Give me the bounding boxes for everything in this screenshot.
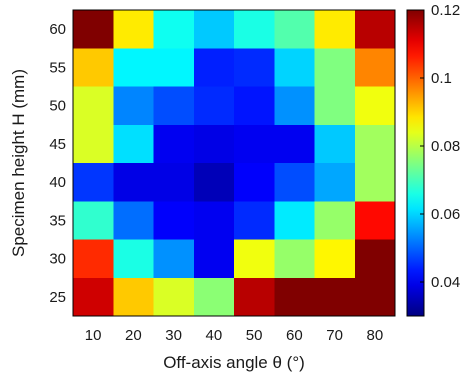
heatmap-cell xyxy=(193,48,235,87)
heatmap-cell xyxy=(234,239,275,279)
heatmap-cell xyxy=(113,201,154,240)
y-tick-label: 60 xyxy=(49,21,66,38)
heatmap-cell xyxy=(354,86,396,126)
colorbar-tick-label: 0.1 xyxy=(431,70,452,87)
heatmap-cell xyxy=(193,86,235,126)
heatmap-cell xyxy=(354,10,396,49)
heatmap-cell xyxy=(73,124,114,164)
y-axis-ticks: 25 30 35 40 45 50 55 60 xyxy=(49,21,66,306)
y-tick-label: 40 xyxy=(49,174,66,191)
y-axis-label: Specimen height H (mm) xyxy=(9,69,28,257)
heatmap-cell xyxy=(73,239,114,279)
heatmap-cell xyxy=(193,239,235,279)
heatmap-cell xyxy=(73,277,114,317)
heatmap-cell xyxy=(274,124,315,164)
heatmap-cell xyxy=(153,201,195,240)
heatmap-cell xyxy=(354,201,396,240)
x-tick-label: 50 xyxy=(246,327,263,344)
heatmap-cell xyxy=(113,10,154,49)
x-tick-label: 80 xyxy=(367,327,384,344)
heatmap-cell xyxy=(314,163,356,202)
heatmap-cell xyxy=(73,163,114,202)
heatmap-cell xyxy=(274,10,315,49)
heatmap-cell xyxy=(314,48,356,87)
heatmap-cell xyxy=(274,277,315,317)
heatmap-cell xyxy=(314,124,356,164)
heatmap-cell xyxy=(113,48,154,87)
heatmap-cell xyxy=(354,163,396,202)
heatmap-cell xyxy=(73,48,114,87)
colorbar-tick-label: 0.04 xyxy=(431,274,460,291)
heatmap-cell xyxy=(234,124,275,164)
heatmap-cell xyxy=(314,86,356,126)
heatmap-cell xyxy=(153,124,195,164)
heatmap-cell xyxy=(193,124,235,164)
heatmap-cell xyxy=(354,239,396,279)
y-tick-label: 35 xyxy=(49,212,66,229)
heatmap-cell xyxy=(234,277,275,317)
heatmap-cell xyxy=(354,277,396,317)
colorbar xyxy=(406,9,425,317)
heatmap-cell xyxy=(274,163,315,202)
y-tick-label: 55 xyxy=(49,59,66,76)
heatmap-cell xyxy=(193,277,235,317)
heatmap-cell xyxy=(153,163,195,202)
heatmap-cell xyxy=(153,277,195,317)
heatmap-cell xyxy=(193,201,235,240)
x-axis-ticks: 10 20 30 40 50 60 70 80 xyxy=(85,327,383,344)
heatmap-cell xyxy=(73,86,114,126)
y-tick-label: 50 xyxy=(49,98,66,115)
heatmap-cell xyxy=(234,163,275,202)
heatmap-cells xyxy=(73,10,396,317)
heatmap-cell xyxy=(153,239,195,279)
x-tick-label: 20 xyxy=(125,327,142,344)
colorbar-tick-label: 0.06 xyxy=(431,206,460,223)
heatmap-cell xyxy=(73,10,114,49)
colorbar-tick-label: 0.12 xyxy=(431,2,460,19)
y-tick-label: 30 xyxy=(49,251,66,268)
heatmap-cell xyxy=(113,277,154,317)
heatmap-cell xyxy=(314,201,356,240)
heatmap-cell xyxy=(274,86,315,126)
x-tick-label: 40 xyxy=(206,327,223,344)
x-tick-label: 10 xyxy=(85,327,102,344)
y-tick-label: 45 xyxy=(49,136,66,153)
heatmap-cell xyxy=(274,239,315,279)
heatmap-cell xyxy=(314,10,356,49)
x-tick-label: 70 xyxy=(326,327,343,344)
plot-frame xyxy=(72,9,396,317)
x-tick-label: 30 xyxy=(165,327,182,344)
heatmap-cell xyxy=(354,124,396,164)
heatmap-cell xyxy=(153,10,195,49)
heatmap-cell xyxy=(234,201,275,240)
heatmap-cell xyxy=(234,10,275,49)
heatmap-cell xyxy=(234,86,275,126)
heatmap-cell xyxy=(314,277,356,317)
x-axis-label: Off-axis angle θ (°) xyxy=(163,353,305,372)
heatmap-cell xyxy=(354,48,396,87)
heatmap-cell xyxy=(73,201,114,240)
heatmap-cell xyxy=(153,86,195,126)
heatmap-cell xyxy=(314,239,356,279)
heatmap-cell xyxy=(113,163,154,202)
heatmap-cell xyxy=(234,48,275,87)
colorbar-ticks: 0.04 0.06 0.08 0.1 0.12 xyxy=(420,2,460,291)
heatmap-cell xyxy=(153,48,195,87)
x-tick-label: 60 xyxy=(286,327,303,344)
heatmap-cell xyxy=(113,86,154,126)
y-tick-label: 25 xyxy=(49,289,66,306)
colorbar-tick-label: 0.08 xyxy=(431,138,460,155)
heatmap-cell xyxy=(113,239,154,279)
heatmap-cell xyxy=(193,10,235,49)
heatmap-cell xyxy=(274,48,315,87)
heatmap-cell xyxy=(274,201,315,240)
heatmap-cell xyxy=(193,163,235,202)
heatmap-cell xyxy=(113,124,154,164)
